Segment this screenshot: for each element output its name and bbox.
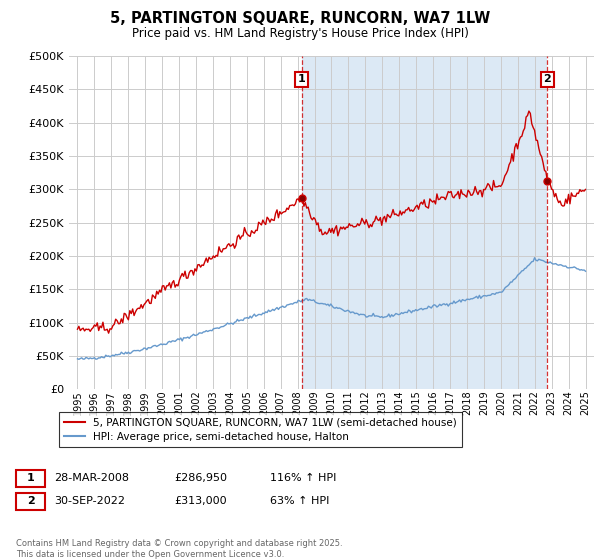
Text: 2: 2 <box>544 74 551 85</box>
Text: 5, PARTINGTON SQUARE, RUNCORN, WA7 1LW: 5, PARTINGTON SQUARE, RUNCORN, WA7 1LW <box>110 11 490 26</box>
Text: £313,000: £313,000 <box>174 496 227 506</box>
Bar <box>302 56 547 389</box>
Text: 2: 2 <box>27 496 34 506</box>
Text: 63% ↑ HPI: 63% ↑ HPI <box>270 496 329 506</box>
Text: 1: 1 <box>298 74 305 85</box>
Text: 116% ↑ HPI: 116% ↑ HPI <box>270 473 337 483</box>
Text: 30-SEP-2022: 30-SEP-2022 <box>54 496 125 506</box>
Legend: 5, PARTINGTON SQUARE, RUNCORN, WA7 1LW (semi-detached house), HPI: Average price: 5, PARTINGTON SQUARE, RUNCORN, WA7 1LW (… <box>59 412 462 447</box>
Text: 1: 1 <box>27 473 34 483</box>
Text: Contains HM Land Registry data © Crown copyright and database right 2025.
This d: Contains HM Land Registry data © Crown c… <box>16 539 343 559</box>
Text: 28-MAR-2008: 28-MAR-2008 <box>54 473 129 483</box>
Text: £286,950: £286,950 <box>174 473 227 483</box>
Text: Price paid vs. HM Land Registry's House Price Index (HPI): Price paid vs. HM Land Registry's House … <box>131 27 469 40</box>
